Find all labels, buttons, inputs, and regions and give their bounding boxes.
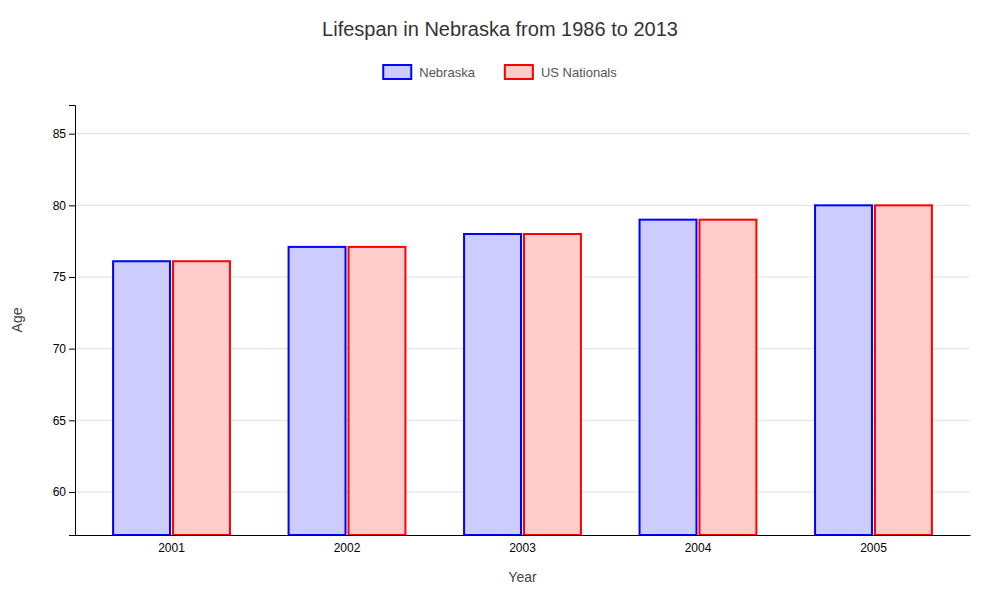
legend-item: Nebraska [383,65,475,80]
bar [524,234,581,535]
x-tick: 2002 [334,535,361,555]
x-tick: 2003 [509,535,536,555]
x-tick-label: 2005 [860,541,887,555]
y-tick: 75 [53,270,75,284]
legend-label: Nebraska [419,65,475,80]
x-tick-label: 2003 [509,541,536,555]
legend-swatch [383,65,411,79]
bar [349,247,406,535]
x-axis: 2001 2002 2003 2004 2005 [76,535,971,555]
y-tick: 70 [53,342,75,356]
x-tick: 2005 [860,535,887,555]
bar [815,205,872,535]
legend: Nebraska US Nationals [383,65,617,80]
x-tick-label: 2004 [685,541,712,555]
y-tick-label: 65 [53,414,67,428]
legend-item: US Nationals [505,65,617,80]
y-tick-mark [69,205,75,206]
bar [173,261,230,535]
y-tick-mark [69,349,75,350]
x-tick-label: 2002 [334,541,361,555]
bar [289,247,346,535]
y-tick-label: 75 [53,270,67,284]
y-tick: 85 [53,127,75,141]
y-tick-mark [69,420,75,421]
y-tick-label: 80 [53,199,67,213]
legend-label: US Nationals [541,65,617,80]
bar [640,220,697,535]
y-tick: 80 [53,199,75,213]
bar [699,220,756,535]
y-axis-title: Age [9,307,25,332]
y-tick-mark [69,134,75,135]
x-axis-title: Year [508,569,537,585]
x-tick: 2001 [158,535,185,555]
y-axis: 60 65 70 75 80 85 [53,106,76,536]
chart-svg: 2001 2002 2003 2004 2005 60 65 70 75 80 85 Year Age L… [0,0,1000,600]
y-tick-label: 85 [53,127,67,141]
x-axis-line [76,535,971,536]
y-tick: 60 [53,485,75,499]
x-tick-label: 2001 [158,541,185,555]
y-tick-label: 60 [53,485,67,499]
x-tick: 2004 [685,535,712,555]
bar-series [113,205,872,535]
chart-container: 2001 2002 2003 2004 2005 60 65 70 75 80 85 Year Age L… [0,0,1000,600]
bar [464,234,521,535]
bar [113,261,170,535]
bar [875,205,932,535]
legend-swatch [505,65,533,79]
y-axis-line [69,106,76,536]
plot-area: 2001 2002 2003 2004 2005 60 65 70 75 80 85 [53,106,971,555]
bar-series [173,205,932,535]
grid-line [75,133,970,134]
y-tick: 65 [53,414,75,428]
y-tick-mark [69,277,75,278]
bars [113,205,932,535]
y-tick-mark [69,492,75,493]
y-tick-label: 70 [53,342,67,356]
chart-title: Lifespan in Nebraska from 1986 to 2013 [322,18,678,40]
